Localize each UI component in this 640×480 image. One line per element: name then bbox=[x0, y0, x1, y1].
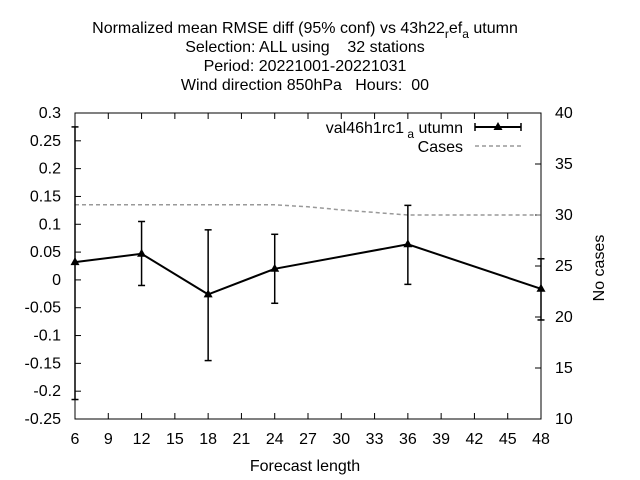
x-axis: 6 9 12 15 18 21 24 27 30 33 36 39 42 45 48 bbox=[71, 113, 550, 448]
y-tick-label: -0.1 bbox=[33, 328, 61, 345]
y2-tick-label: 25 bbox=[555, 258, 573, 275]
title-line-2: Selection: ALL using 32 stations bbox=[185, 39, 425, 56]
x-tick-label: 6 bbox=[71, 431, 80, 448]
data-point bbox=[137, 248, 147, 257]
series-cases-line bbox=[75, 204, 541, 216]
y-tick-label: 0.15 bbox=[30, 188, 61, 205]
y-tick-label: 0.1 bbox=[39, 216, 61, 233]
x-tick-label: 30 bbox=[332, 431, 350, 448]
y-tick-label: 0.3 bbox=[39, 105, 61, 122]
y-tick-label: -0.25 bbox=[25, 411, 62, 428]
y-tick-label: 0.25 bbox=[30, 133, 61, 150]
x-tick-label: 42 bbox=[466, 431, 484, 448]
chart-title: Normalized mean RMSE diff (95% conf) vs … bbox=[92, 20, 518, 94]
y-tick-label: 0.05 bbox=[30, 244, 61, 261]
title-line-3: Period: 20221001-20221031 bbox=[204, 58, 407, 75]
y2-axis-label: No cases bbox=[591, 235, 608, 302]
y2-tick-label: 40 bbox=[555, 105, 573, 122]
series-main-line bbox=[74, 243, 542, 296]
x-tick-label: 27 bbox=[299, 431, 317, 448]
x-axis-label: Forecast length bbox=[250, 458, 360, 475]
legend-entry-1-marker bbox=[493, 122, 503, 130]
series-layer bbox=[70, 126, 546, 401]
y-tick-label: -0.15 bbox=[25, 355, 62, 372]
y-tick-label: 0.2 bbox=[39, 161, 61, 178]
data-point bbox=[270, 263, 280, 272]
x-tick-label: 18 bbox=[199, 431, 217, 448]
y2-tick-label: 35 bbox=[555, 156, 573, 173]
x-tick-label: 48 bbox=[532, 431, 550, 448]
y-tick-label: -0.05 bbox=[25, 300, 62, 317]
legend: val46h1rc1 a utumn Cases bbox=[326, 120, 522, 156]
title-line-4: Wind direction 850hPa Hours: 00 bbox=[181, 77, 429, 94]
x-tick-label: 15 bbox=[166, 431, 184, 448]
x-tick-label: 36 bbox=[399, 431, 417, 448]
x-tick-label: 24 bbox=[266, 431, 284, 448]
data-point bbox=[70, 257, 80, 266]
legend-entry-1-label: val46h1rc1 a utumn bbox=[326, 120, 463, 141]
x-tick-label: 21 bbox=[233, 431, 251, 448]
y2-tick-label: 15 bbox=[555, 360, 573, 377]
x-tick-label: 12 bbox=[133, 431, 151, 448]
x-tick-label: 45 bbox=[499, 431, 517, 448]
title-line-1: Normalized mean RMSE diff (95% conf) vs … bbox=[92, 20, 518, 41]
y2-tick-label: 10 bbox=[555, 411, 573, 428]
y-axis: -0.25 -0.2 -0.15 -0.1 -0.05 0 0.05 0.1 0.15 0.2 0.… bbox=[25, 105, 81, 428]
data-point bbox=[203, 289, 213, 298]
x-tick-label: 39 bbox=[432, 431, 450, 448]
y2-tick-label: 20 bbox=[555, 309, 573, 326]
x-tick-label: 9 bbox=[104, 431, 113, 448]
x-tick-label: 33 bbox=[366, 431, 384, 448]
data-point bbox=[403, 239, 413, 248]
y2-tick-label: 30 bbox=[555, 207, 573, 224]
legend-entry-2-label: Cases bbox=[418, 139, 463, 156]
y2-axis: 10 15 20 25 30 35 40 bbox=[535, 105, 573, 428]
data-point bbox=[536, 283, 546, 292]
y-tick-label: 0 bbox=[52, 272, 61, 289]
y-tick-label: -0.2 bbox=[33, 383, 61, 400]
